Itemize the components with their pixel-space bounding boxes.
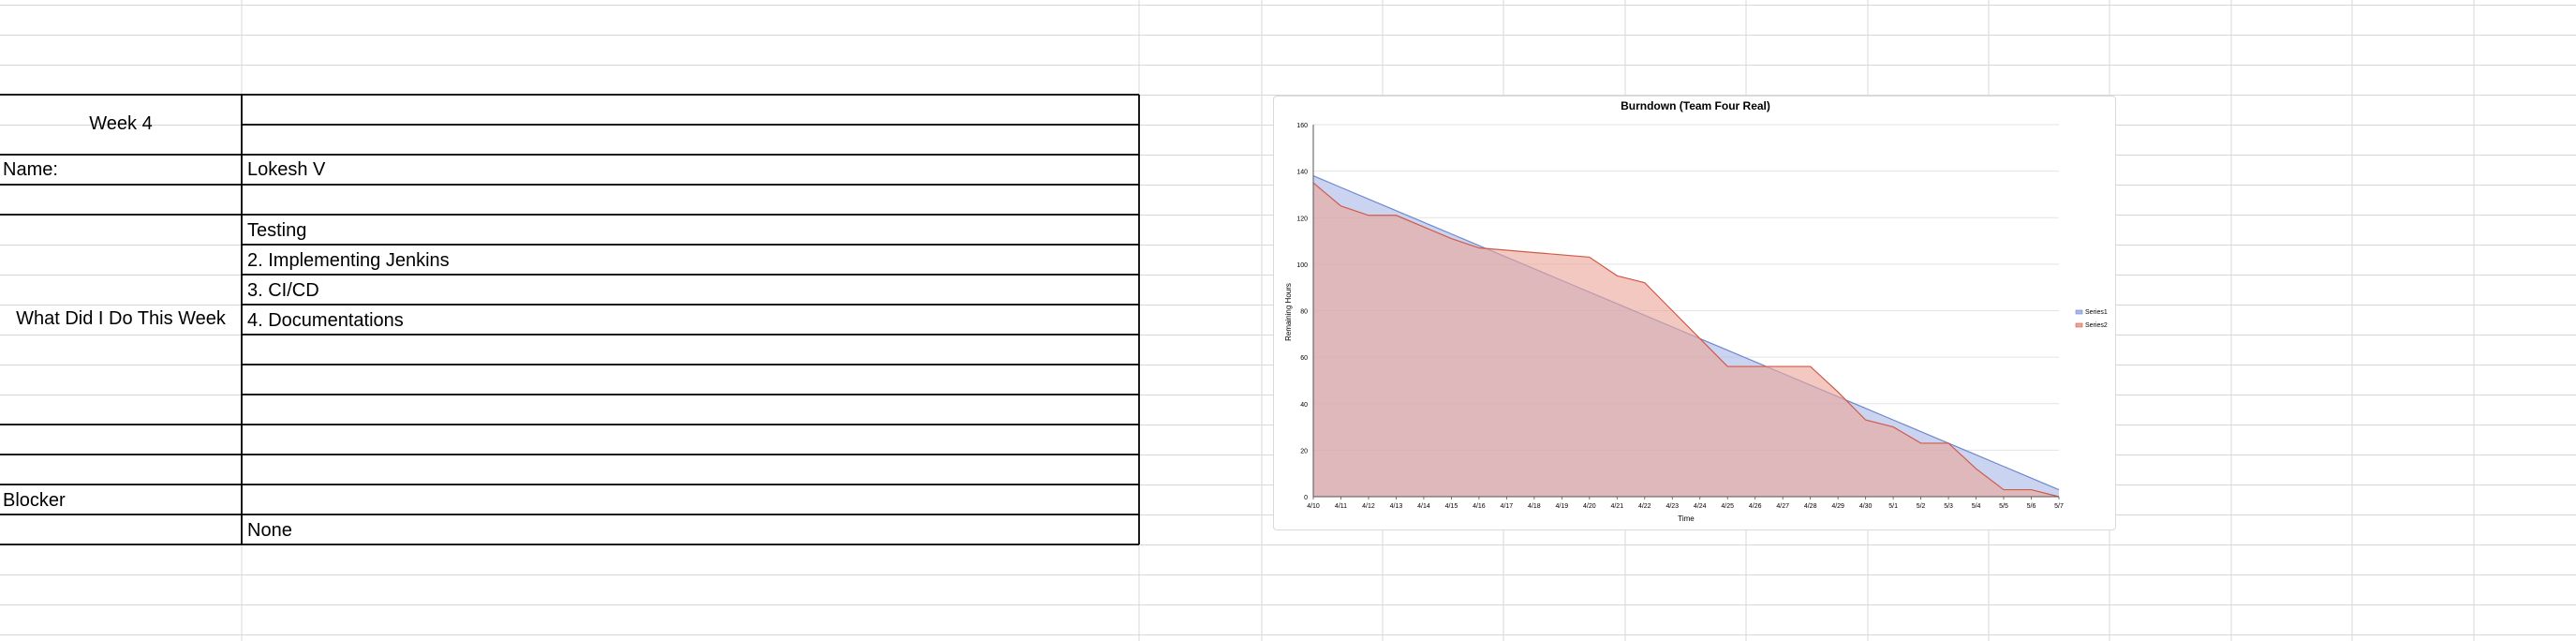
task-item: 2. Implementing Jenkins bbox=[247, 250, 450, 271]
chart-title: Burndown (Team Four Real) bbox=[1621, 99, 1770, 112]
task-item: 3. CI/CD bbox=[247, 280, 319, 301]
x-tick-label: 4/10 bbox=[1307, 503, 1320, 510]
blocker-label-cell[interactable]: Blocker bbox=[3, 485, 66, 515]
y-tick-label: 140 bbox=[1296, 170, 1308, 176]
y-tick-label: 0 bbox=[1304, 495, 1308, 501]
y-axis-label: Remaining Hours bbox=[1284, 283, 1293, 341]
x-tick-label: 4/16 bbox=[1473, 503, 1486, 510]
legend-label: Series1 bbox=[2085, 309, 2108, 316]
x-tick-label: 5/1 bbox=[1888, 503, 1898, 510]
task-item: Testing bbox=[247, 220, 307, 241]
blocker-value: None bbox=[247, 520, 292, 541]
table-borders bbox=[0, 94, 1140, 545]
y-tick-label: 20 bbox=[1300, 448, 1308, 455]
y-tick-label: 120 bbox=[1296, 216, 1308, 222]
x-tick-label: 4/23 bbox=[1666, 503, 1679, 510]
what-label-cell[interactable]: What Did I Do This Week bbox=[0, 215, 242, 424]
task-cell[interactable]: 2. Implementing Jenkins bbox=[247, 246, 450, 276]
x-tick-label: 4/22 bbox=[1638, 503, 1651, 510]
task-cell[interactable]: Testing bbox=[247, 216, 306, 246]
y-tick-label: 160 bbox=[1296, 123, 1308, 129]
x-tick-label: 4/11 bbox=[1335, 503, 1347, 510]
y-tick-label: 80 bbox=[1300, 309, 1308, 316]
y-tick-label: 60 bbox=[1300, 355, 1308, 362]
x-tick-label: 5/7 bbox=[2054, 503, 2064, 510]
name-value-cell[interactable]: Lokesh V bbox=[247, 156, 325, 184]
name-value: Lokesh V bbox=[247, 159, 326, 180]
week-label-cell[interactable]: Week 4 bbox=[0, 95, 242, 154]
chart-canvas: Burndown (Team Four Real) Remaining Hour… bbox=[1284, 99, 2108, 523]
task-cell[interactable]: 3. CI/CD bbox=[247, 276, 319, 306]
x-tick-label: 4/21 bbox=[1610, 503, 1623, 510]
x-tick-label: 5/3 bbox=[1944, 503, 1953, 510]
blocker-label: Blocker bbox=[3, 490, 66, 511]
x-tick-label: 4/25 bbox=[1721, 503, 1734, 510]
task-cell[interactable]: 4. Documentations bbox=[247, 306, 404, 335]
legend-label: Series2 bbox=[2085, 322, 2108, 329]
legend-swatch bbox=[2075, 322, 2083, 328]
x-tick-label: 5/5 bbox=[1999, 503, 2008, 510]
name-label: Name: bbox=[3, 159, 58, 180]
x-axis-label: Time bbox=[1678, 514, 1695, 523]
y-tick-label: 40 bbox=[1300, 402, 1308, 409]
week-label: Week 4 bbox=[89, 113, 153, 134]
x-tick-label: 4/17 bbox=[1501, 503, 1514, 510]
x-tick-label: 4/29 bbox=[1831, 503, 1844, 510]
x-tick-label: 4/28 bbox=[1804, 503, 1817, 510]
x-tick-label: 4/14 bbox=[1417, 503, 1430, 510]
blocker-value-cell[interactable]: None bbox=[247, 515, 292, 545]
chart-plot-area: 0 20 40 60 80 100 120 140 160 4/10 4/11 4/12 4/13 4/1… bbox=[1296, 123, 2108, 510]
x-tick-label: 5/2 bbox=[1917, 503, 1926, 510]
legend-swatch bbox=[2075, 309, 2083, 315]
x-tick-label: 5/4 bbox=[1972, 503, 1981, 510]
x-tick-label: 4/15 bbox=[1445, 503, 1458, 510]
name-label-cell[interactable]: Name: bbox=[3, 156, 58, 184]
x-tick-label: 4/27 bbox=[1776, 503, 1789, 510]
what-label: What Did I Do This Week bbox=[16, 308, 226, 329]
burndown-chart[interactable]: Burndown (Team Four Real) Remaining Hour… bbox=[1273, 96, 2116, 530]
x-tick-label: 4/24 bbox=[1694, 503, 1707, 510]
x-tick-label: 4/19 bbox=[1556, 503, 1569, 510]
y-tick-label: 100 bbox=[1296, 262, 1308, 269]
x-tick-label: 4/30 bbox=[1859, 503, 1873, 510]
x-tick-label: 4/13 bbox=[1390, 503, 1403, 510]
task-item: 4. Documentations bbox=[247, 310, 404, 331]
chart-legend: Series1 Series2 bbox=[2075, 309, 2108, 329]
x-tick-label: 5/6 bbox=[2027, 503, 2036, 510]
x-tick-label: 4/12 bbox=[1362, 503, 1375, 510]
series-line-series2 bbox=[1312, 182, 2060, 498]
x-tick-label: 4/20 bbox=[1583, 503, 1596, 510]
x-tick-label: 4/26 bbox=[1749, 503, 1762, 510]
series-area-series2 bbox=[1313, 183, 2059, 497]
x-tick-label: 4/18 bbox=[1528, 503, 1541, 510]
